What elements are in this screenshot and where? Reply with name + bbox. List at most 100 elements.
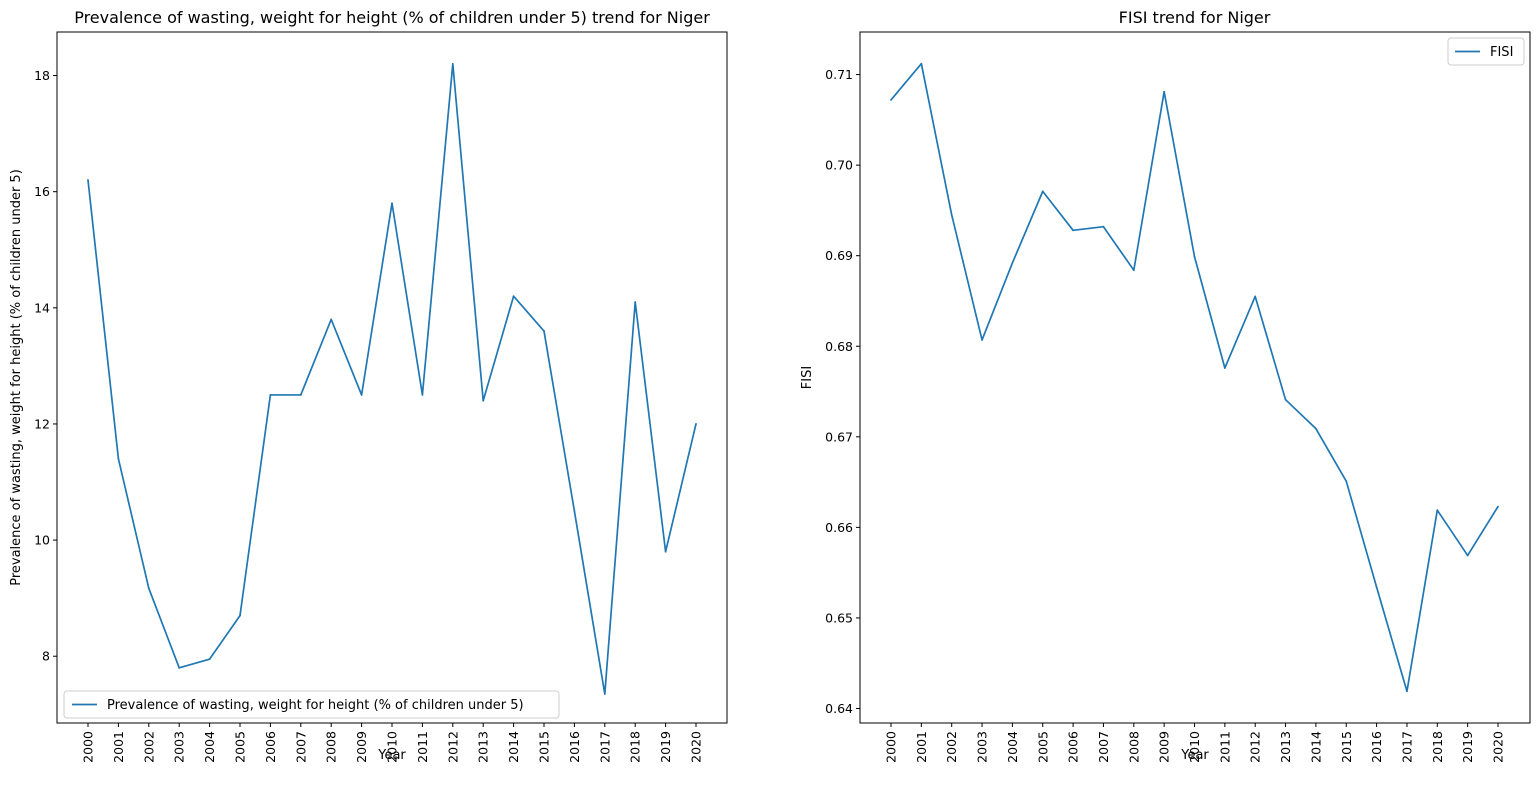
wasting-y-tick-label-10: 10 xyxy=(34,533,50,548)
fisi-y-tick-label-0-66: 0.66 xyxy=(825,520,853,535)
fisi-y-tick-label-0-68: 0.68 xyxy=(825,339,853,354)
fisi-data-point-2005 xyxy=(1041,190,1044,193)
wasting-series-line xyxy=(87,63,697,695)
fisi-y-axis-label: FISI xyxy=(800,366,815,389)
wasting-x-tick-label-2014: 2014 xyxy=(506,731,521,763)
wasting-y-axis-label: Prevalence of wasting, weight for height… xyxy=(9,169,24,586)
fisi-y-tick-label-0-70: 0.70 xyxy=(825,158,853,173)
wasting-data-point-2014 xyxy=(512,295,515,298)
fisi-data-point-2003 xyxy=(981,339,983,341)
fisi-x-tick-label-2001: 2001 xyxy=(914,731,929,763)
fisi-data-point-2017 xyxy=(1406,690,1408,693)
fisi-data-point-2000 xyxy=(890,99,892,101)
fisi-x-tick-label-2004: 2004 xyxy=(1005,731,1020,763)
fisi-data-point-2019 xyxy=(1466,554,1469,557)
wasting-chart-title: Prevalence of wasting, weight for height… xyxy=(74,8,710,27)
fisi-chart-title: FISI trend for Niger xyxy=(1119,8,1271,27)
fisi-data-point-2006 xyxy=(1072,229,1074,232)
fisi-x-tick-label-2005: 2005 xyxy=(1035,731,1050,763)
wasting-chart: Prevalence of wasting, weight for height… xyxy=(9,8,728,763)
wasting-data-point-2000 xyxy=(87,179,89,181)
fisi-data-point-2009 xyxy=(1163,90,1166,93)
fisi-x-tick-label-2010: 2010 xyxy=(1187,731,1202,763)
wasting-data-point-2002 xyxy=(147,587,150,590)
wasting-data-point-2019 xyxy=(664,550,667,553)
fisi-data-point-2004 xyxy=(1011,262,1014,264)
fisi-x-tick-label-2018: 2018 xyxy=(1430,731,1445,763)
wasting-data-point-2006 xyxy=(269,394,272,396)
wasting-x-tick-label-2001: 2001 xyxy=(111,731,126,763)
fisi-chart: FISI trend for Niger 0.64 0.65 0.66 0.67 0.6… xyxy=(800,8,1531,763)
fisi-x-tick-label-2008: 2008 xyxy=(1126,731,1141,763)
wasting-x-tick-label-2016: 2016 xyxy=(567,731,582,763)
fisi-data-point-2002 xyxy=(950,214,953,216)
wasting-data-point-2012 xyxy=(451,63,454,65)
fisi-axes-frame xyxy=(859,31,1531,724)
wasting-data-point-2001 xyxy=(117,457,120,460)
fisi-data-point-2014 xyxy=(1315,427,1317,430)
wasting-x-tick-label-2020: 2020 xyxy=(689,731,704,763)
fisi-x-tick-label-2002: 2002 xyxy=(944,731,959,763)
fisi-x-tick-label-2014: 2014 xyxy=(1308,731,1323,763)
wasting-x-tick-label-2019: 2019 xyxy=(658,731,673,763)
wasting-data-point-2007 xyxy=(299,394,302,396)
fisi-data-point-2013 xyxy=(1284,398,1287,401)
fisi-x-tick-label-2003: 2003 xyxy=(975,731,990,763)
wasting-x-tick-label-2005: 2005 xyxy=(233,731,248,763)
fisi-data-point-2001 xyxy=(920,62,923,65)
fisi-x-tick-label-2006: 2006 xyxy=(1066,731,1081,763)
wasting-data-point-2013 xyxy=(482,399,485,402)
wasting-plot-area: 8 10 12 14 16 18 2000 2001 2002 2003 2004 2005 2006 2… xyxy=(34,63,704,763)
fisi-data-point-2012 xyxy=(1254,295,1257,298)
fisi-legend-box xyxy=(1447,37,1525,66)
fisi-y-tick-label-0-67: 0.67 xyxy=(825,429,853,444)
wasting-x-tick-label-2002: 2002 xyxy=(141,731,156,763)
fisi-x-tick-label-2015: 2015 xyxy=(1339,731,1354,763)
fisi-legend-label: FISI xyxy=(1490,45,1513,60)
wasting-x-tick-label-2013: 2013 xyxy=(476,731,491,763)
wasting-x-tick-label-2018: 2018 xyxy=(628,731,643,763)
wasting-x-tick-label-2003: 2003 xyxy=(172,731,187,763)
wasting-x-tick-label-2004: 2004 xyxy=(202,731,217,763)
wasting-x-tick-label-2007: 2007 xyxy=(293,731,308,763)
fisi-y-tick-label-0-64: 0.64 xyxy=(825,701,853,716)
fisi-y-tick-label-0-69: 0.69 xyxy=(825,248,853,263)
wasting-x-tick-label-2012: 2012 xyxy=(445,731,460,763)
wasting-y-tick-label-18: 18 xyxy=(34,68,50,83)
fisi-legend: FISI xyxy=(1447,37,1525,66)
wasting-x-tick-label-2011: 2011 xyxy=(415,731,430,763)
wasting-legend-label: Prevalence of wasting, weight for height… xyxy=(107,698,524,713)
fisi-y-tick-label-0-71: 0.71 xyxy=(825,67,853,82)
wasting-x-tick-label-2010: 2010 xyxy=(385,731,400,763)
wasting-data-point-2003 xyxy=(178,666,181,669)
fisi-data-point-2020 xyxy=(1497,505,1499,508)
fisi-data-point-2008 xyxy=(1132,269,1135,272)
fisi-x-tick-label-2000: 2000 xyxy=(884,731,899,763)
fisi-y-tick-label-0-65: 0.65 xyxy=(825,610,853,625)
wasting-data-point-2020 xyxy=(695,423,697,425)
wasting-data-point-2004 xyxy=(208,658,211,661)
fisi-x-tick-label-2007: 2007 xyxy=(1096,731,1111,763)
fisi-x-tick-label-2012: 2012 xyxy=(1248,731,1263,763)
wasting-axes-frame xyxy=(56,31,728,724)
wasting-data-point-2015 xyxy=(543,330,545,332)
wasting-data-point-2005 xyxy=(239,614,241,617)
wasting-x-tick-label-2000: 2000 xyxy=(81,731,96,763)
fisi-data-point-2015 xyxy=(1345,480,1348,483)
fisi-data-point-2010 xyxy=(1193,255,1196,258)
wasting-data-point-2018 xyxy=(634,301,637,303)
wasting-y-tick-label-14: 14 xyxy=(34,300,50,315)
wasting-data-point-2017 xyxy=(603,693,606,695)
fisi-data-point-2016 xyxy=(1375,586,1378,589)
wasting-x-tick-label-2017: 2017 xyxy=(597,731,612,763)
fisi-x-tick-label-2016: 2016 xyxy=(1369,731,1384,763)
fisi-x-tick-label-2009: 2009 xyxy=(1157,731,1172,763)
fisi-x-axis-label: Year xyxy=(1180,748,1209,763)
wasting-data-point-2011 xyxy=(421,394,424,396)
wasting-x-tick-label-2006: 2006 xyxy=(263,731,278,763)
wasting-y-tick-label-8: 8 xyxy=(42,649,50,664)
wasting-data-point-2009 xyxy=(360,394,363,396)
fisi-series-line xyxy=(890,62,1499,693)
wasting-y-tick-label-12: 12 xyxy=(34,416,50,431)
